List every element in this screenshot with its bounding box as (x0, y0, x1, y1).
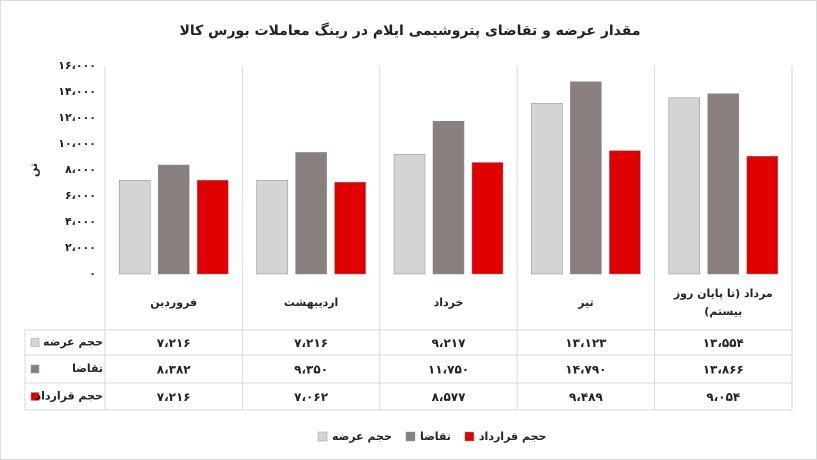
value-label: ۱۴،۷۹۰ (565, 363, 606, 377)
bar (295, 152, 327, 275)
chart-title: مقدار عرضه و تقاضای پتروشیمی ایلام در ری… (179, 22, 640, 39)
bar (432, 121, 465, 275)
row-swatch (30, 392, 40, 401)
bar (668, 97, 701, 275)
category-label: تیر (578, 296, 594, 309)
value-label: ۱۳،۵۵۴ (703, 336, 744, 350)
value-label: ۹،۰۵۴ (706, 390, 740, 404)
legend-label: حجم قرارداد (479, 430, 547, 443)
category-cell: مرداد (تا پایان روز بیستم) (673, 287, 773, 318)
bar (609, 150, 641, 275)
row-label: حجم قرارداد (35, 390, 103, 403)
value-label: ۱۳،۸۶۶ (703, 363, 744, 377)
category-cell: فروردین (150, 296, 198, 309)
value-label: ۹،۲۱۷ (432, 336, 467, 350)
category-cell: اردیبهشت (283, 296, 339, 309)
value-label: ۷،۲۱۶ (157, 336, 191, 350)
value-label: ۷،۲۱۶ (294, 336, 328, 350)
category-cell: تیر (578, 296, 594, 309)
bar (570, 81, 602, 275)
legend-label: تقاضا (420, 430, 451, 443)
row-swatch (30, 364, 40, 374)
bar (256, 179, 288, 275)
legend-swatch (317, 431, 328, 442)
bar (707, 93, 740, 275)
y-tick-label: ۲،۰۰۰ (65, 241, 96, 254)
y-tick-label: ۴،۰۰۰ (65, 215, 96, 228)
value-label: ۸،۳۸۲ (157, 363, 192, 377)
value-label: ۱۳،۱۲۳ (565, 336, 607, 350)
legend-label: حجم عرضه (332, 430, 392, 443)
y-tick-label: ۶،۰۰۰ (65, 189, 96, 202)
legend-swatch (464, 431, 475, 442)
value-label: ۹،۴۸۹ (569, 390, 604, 404)
value-label: ۹،۳۵۰ (294, 363, 328, 377)
bar (471, 162, 504, 275)
category-cell: خرداد (433, 296, 464, 309)
value-label: ۸،۵۷۷ (432, 390, 467, 404)
y-tick-label: ۱۴،۰۰۰ (58, 85, 96, 98)
bar (118, 179, 151, 275)
bar (196, 179, 229, 275)
value-label: ۱۱،۷۵۰ (428, 363, 469, 377)
row-swatch (30, 338, 40, 347)
bar (334, 181, 366, 275)
bar (393, 153, 426, 275)
bar (531, 103, 563, 275)
value-label: ۷،۰۶۲ (294, 390, 329, 404)
y-tick-label: ۸،۰۰۰ (65, 163, 96, 176)
category-label: فروردین (150, 296, 198, 309)
y-tick-label: ۰ (89, 267, 96, 280)
y-tick-label: ۱۲،۰۰۰ (58, 111, 96, 124)
value-label: ۷،۲۱۶ (157, 390, 191, 404)
y-tick-label: ۱۶،۰۰۰ (58, 59, 96, 72)
bar (746, 156, 779, 275)
category-label: خرداد (433, 296, 464, 309)
bar (157, 164, 190, 275)
y-axis-label: تن (27, 163, 40, 177)
legend-swatch (405, 431, 416, 442)
category-label: اردیبهشت (283, 296, 339, 309)
y-tick-label: ۱۰،۰۰۰ (58, 137, 96, 150)
row-label: تقاضا (72, 362, 103, 375)
category-label: مرداد (تا پایان روز بیستم) (673, 287, 773, 318)
row-label: حجم عرضه (43, 336, 103, 349)
